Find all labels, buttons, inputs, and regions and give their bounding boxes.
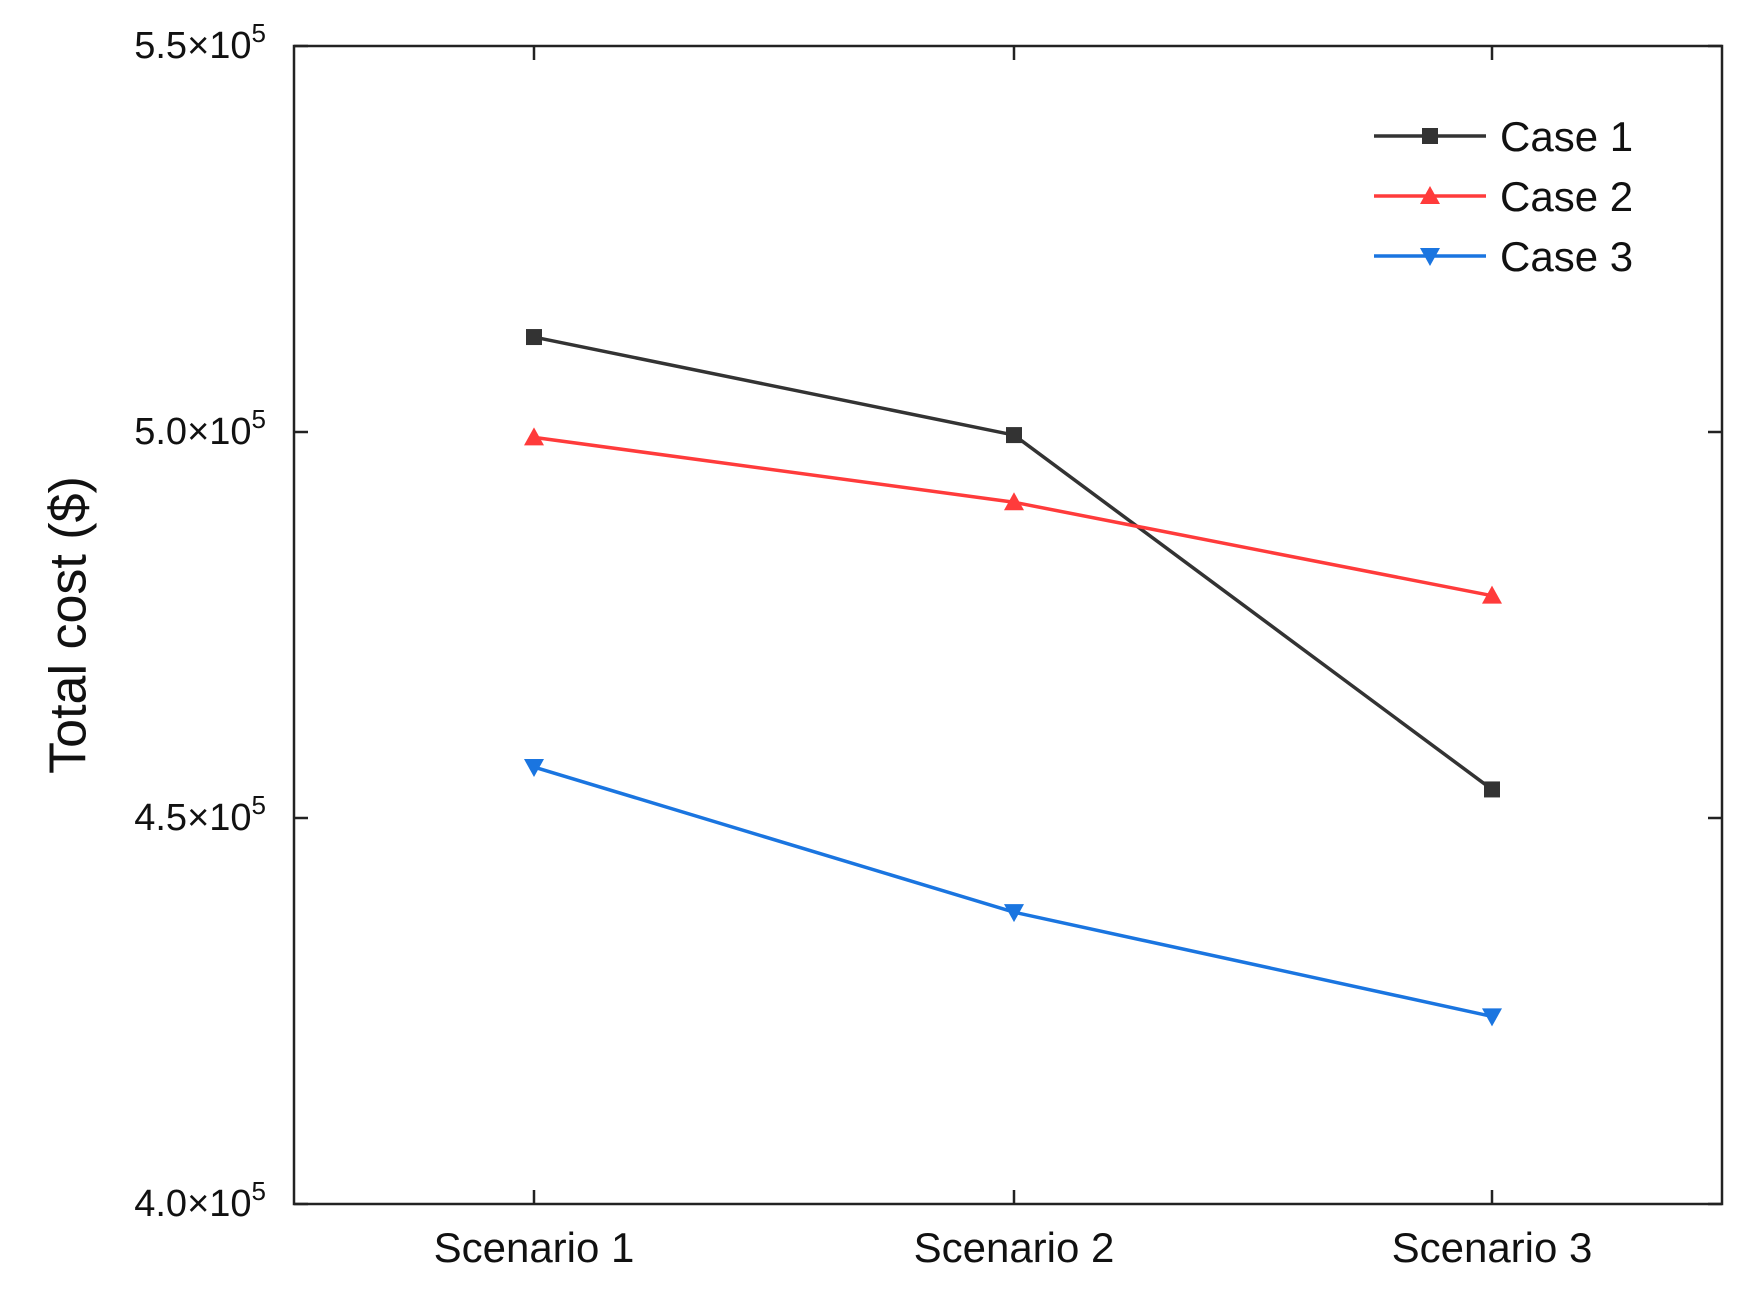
y-tick-base: ×10: [187, 1183, 251, 1225]
y-tick-base: ×10: [187, 411, 251, 453]
y-axis-label: Total cost ($): [40, 476, 98, 774]
x-tick-label: Scenario 2: [914, 1224, 1115, 1271]
y-tick-mantissa: 4.5: [134, 797, 187, 839]
y-tick-label: 4.0×105: [134, 1176, 266, 1225]
y-tick-label: 5.0×105: [134, 404, 266, 453]
series-layer: [524, 329, 1502, 1027]
y-tick-exponent: 5: [252, 18, 266, 48]
legend-label: Case 3: [1500, 233, 1633, 280]
x-tick-label: Scenario 1: [434, 1224, 635, 1271]
data-point-case-3: [1004, 904, 1024, 923]
y-tick-exponent: 5: [252, 404, 266, 434]
y-tick-mantissa: 5.5: [134, 25, 187, 67]
data-point-case-1: [1484, 781, 1500, 798]
series-line-case-3: [533, 765, 1493, 1019]
plot-frame: [292, 44, 1724, 1206]
series-line-case-2: [533, 435, 1493, 598]
y-tick-label: 5.5×105: [134, 18, 266, 67]
legend-label: Case 2: [1500, 173, 1633, 220]
data-point-case-3: [524, 759, 544, 778]
legend-marker: [1420, 186, 1440, 204]
legend-marker: [1422, 128, 1438, 144]
y-tick-label: 4.5×105: [134, 790, 266, 839]
x-tick-label: Scenario 3: [1392, 1224, 1593, 1271]
y-tick-exponent: 5: [252, 790, 266, 820]
data-point-case-3: [1482, 1008, 1502, 1027]
y-tick-base: ×10: [187, 797, 251, 839]
data-point-case-2: [524, 427, 544, 446]
y-tick-mantissa: 5.0: [134, 411, 187, 453]
y-tick-base: ×10: [187, 25, 251, 67]
legend-marker: [1420, 248, 1440, 266]
y-tick-exponent: 5: [252, 1176, 266, 1206]
legend-label: Case 1: [1500, 113, 1633, 160]
data-point-case-2: [1482, 585, 1502, 604]
data-point-case-2: [1004, 492, 1024, 511]
series-line-case-1: [533, 335, 1494, 791]
data-point-case-1: [526, 329, 542, 346]
data-point-case-1: [1006, 427, 1022, 444]
y-tick-mantissa: 4.0: [134, 1183, 187, 1225]
legend: Case 1 Case 2 Case 3: [1374, 113, 1633, 280]
